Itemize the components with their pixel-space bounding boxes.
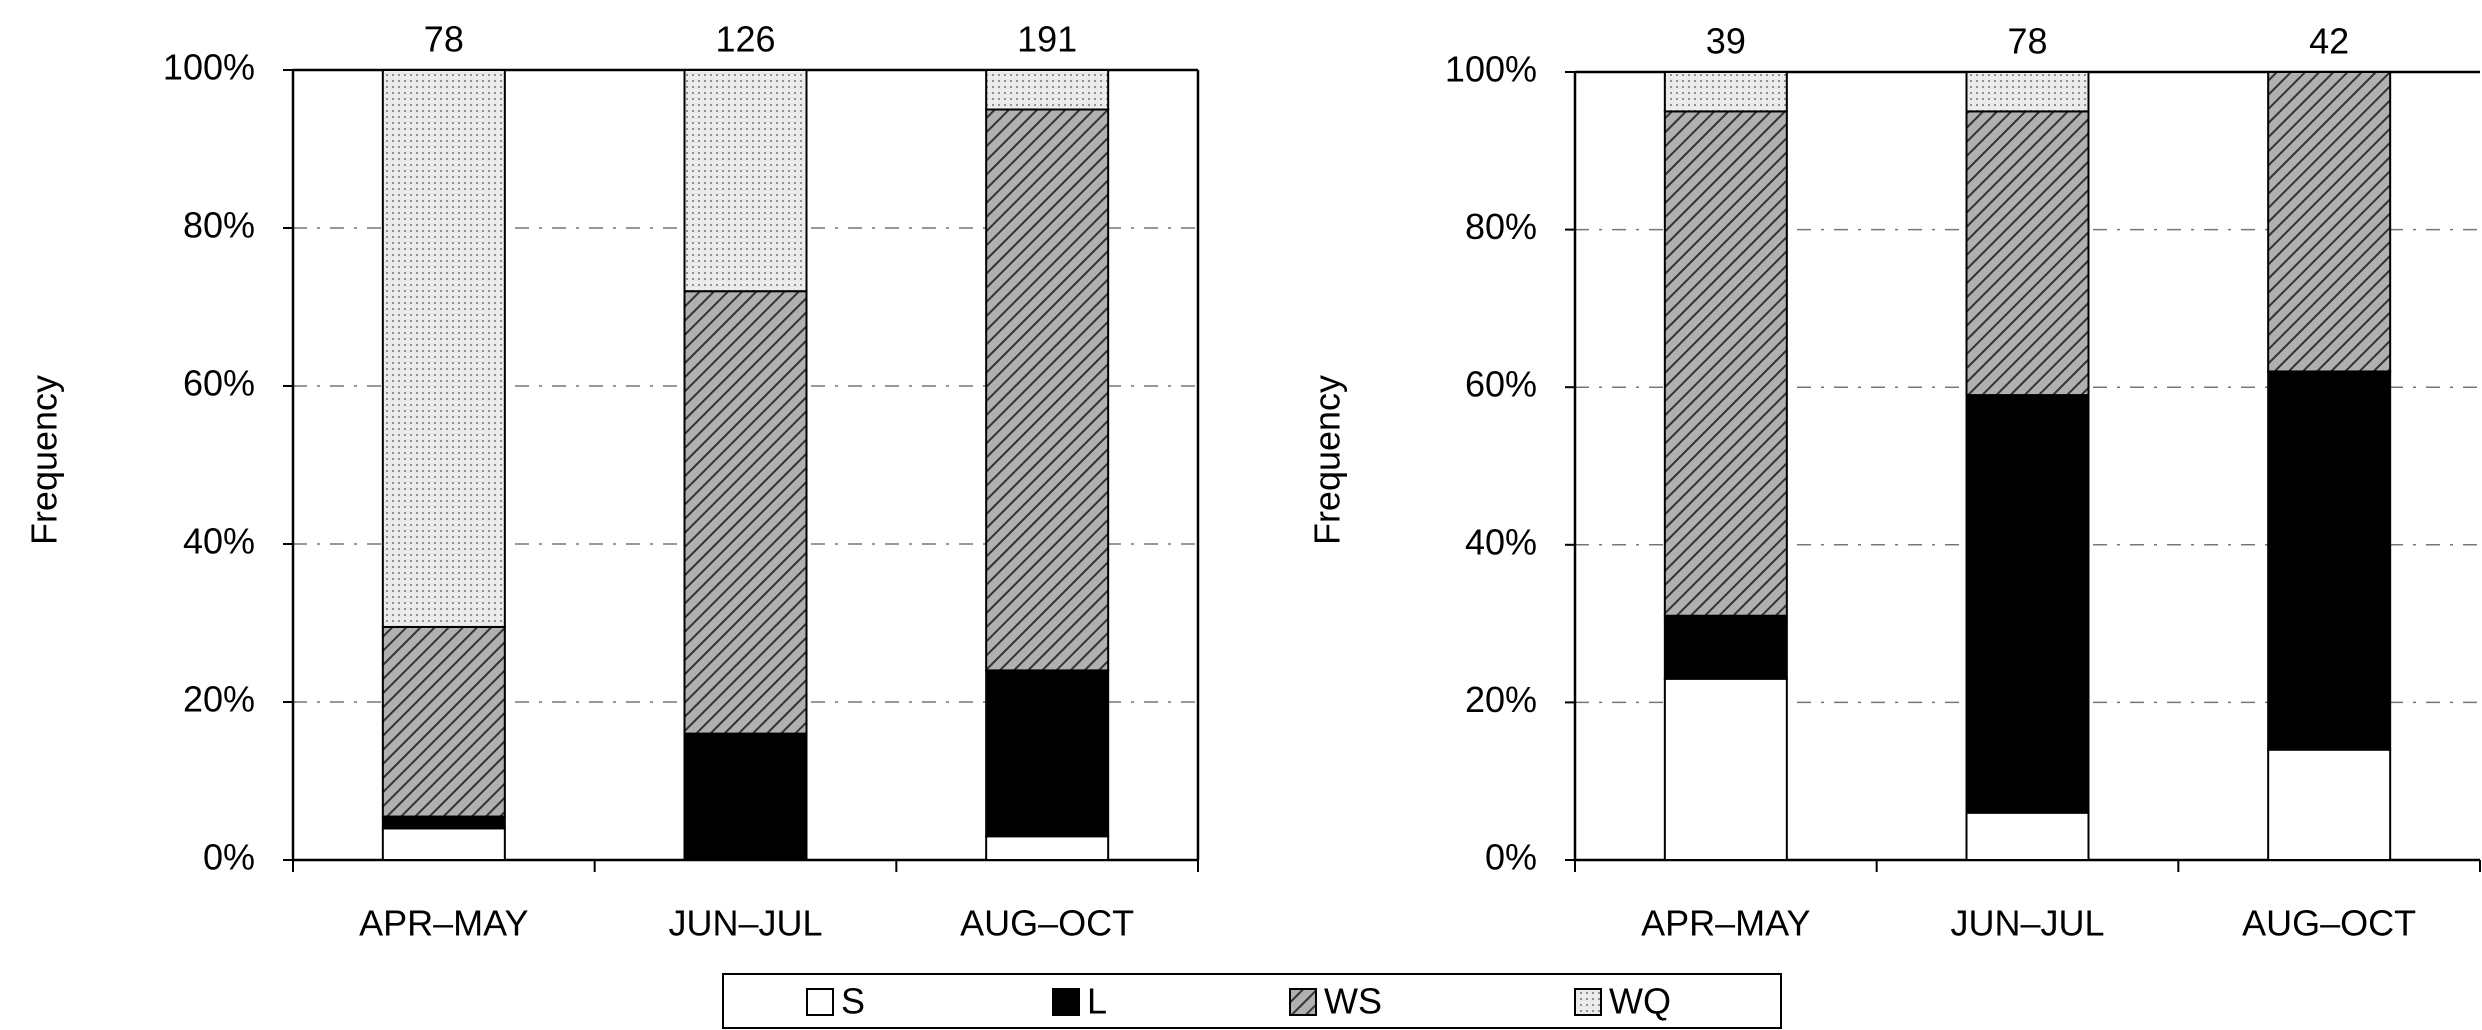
bar-segment (1663, 677, 1788, 862)
bar-segment (683, 290, 808, 735)
bar-segment (2267, 71, 2392, 373)
y-tick-label: 100% (1445, 49, 1537, 90)
bar-total-label: 39 (1706, 21, 1746, 62)
x-tick-label: AUG–OCT (2242, 903, 2416, 944)
bar-total-label: 191 (1017, 19, 1077, 60)
y-tick-label: 20% (1465, 679, 1537, 720)
y-axis-label: Frequency (1307, 375, 1348, 545)
x-tick-label: AUG–OCT (960, 903, 1134, 944)
legend-swatch (806, 988, 834, 1016)
bar-segment (2267, 748, 2392, 861)
bar-segment (1965, 110, 2090, 397)
bar-segment (2267, 370, 2392, 751)
y-tick-label: 40% (183, 521, 255, 562)
x-tick-label: JUN–JUL (668, 903, 822, 944)
y-tick-label: 80% (1465, 206, 1537, 247)
legend-label: WS (1324, 981, 1382, 1022)
bar-segment (985, 835, 1110, 861)
bar-segment (1663, 71, 1788, 113)
bar-segment (381, 815, 506, 830)
bar-total-label: 78 (424, 19, 464, 60)
bar-segment (985, 669, 1110, 838)
bar-segment (381, 827, 506, 862)
bar-segment (985, 69, 1110, 111)
bar-total-label: 78 (2007, 21, 2047, 62)
bar-segment (1965, 811, 2090, 861)
y-tick-label: 0% (1485, 837, 1537, 878)
bar-segment (683, 69, 808, 293)
y-tick-label: 60% (183, 363, 255, 404)
x-tick-label: APR–MAY (1641, 903, 1810, 944)
y-tick-label: 40% (1465, 521, 1537, 562)
y-tick-label: 20% (183, 679, 255, 720)
bar-segment (985, 108, 1110, 672)
bar-total-label: 126 (715, 19, 775, 60)
bar-segment (381, 625, 506, 818)
y-tick-label: 60% (1465, 364, 1537, 405)
legend-swatch (1289, 988, 1317, 1016)
bar-segment (1663, 614, 1788, 680)
legend-swatch (1574, 988, 1602, 1016)
bar-segment (1663, 110, 1788, 617)
bar-segment (1965, 394, 2090, 814)
bar-segment (683, 732, 808, 861)
legend-box (722, 973, 1782, 1029)
bar-segment (1965, 71, 2090, 113)
legend-swatch (1052, 988, 1080, 1016)
y-tick-label: 80% (183, 205, 255, 246)
y-tick-label: 100% (163, 47, 255, 88)
y-tick-label: 0% (203, 837, 255, 878)
bar-total-label: 42 (2309, 21, 2349, 62)
x-tick-label: APR–MAY (359, 903, 528, 944)
x-tick-label: JUN–JUL (1950, 903, 2104, 944)
legend-label: L (1087, 981, 1107, 1022)
bar-segment (381, 69, 506, 628)
y-axis-label: Frequency (24, 375, 65, 545)
legend-label: S (841, 981, 865, 1022)
legend-label: WQ (1609, 981, 1671, 1022)
